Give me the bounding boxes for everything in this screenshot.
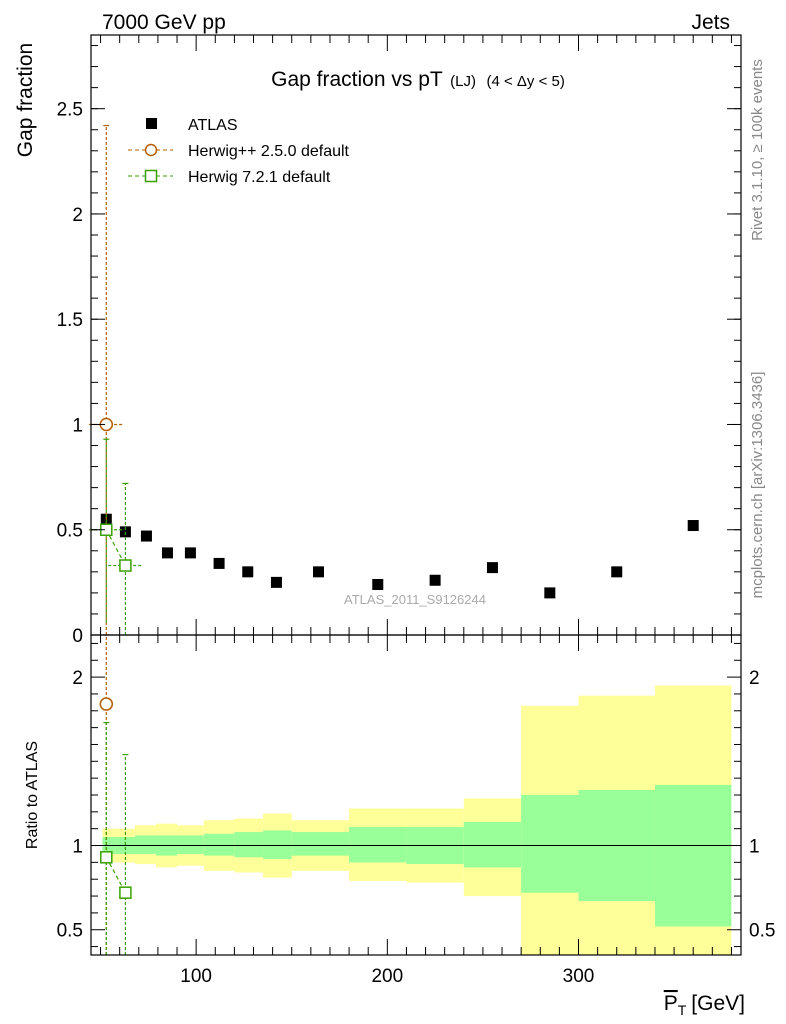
band-inner-bin xyxy=(349,827,407,863)
ratio-panel-content xyxy=(99,634,132,955)
band-inner-bin xyxy=(263,830,292,859)
main-ytick-label: 0.5 xyxy=(57,521,83,542)
axes: 0 0.5 1 1.5 2 2.5 0.5 0.5 1 1 2 2 100 200 300 xyxy=(57,34,775,987)
mc-point xyxy=(99,697,114,711)
atlas-data-point xyxy=(372,578,384,590)
atlas-data-point xyxy=(161,547,173,559)
atlas-data-point xyxy=(184,547,196,559)
mcplots-label: mcplots.cern.ch [arXiv:1306.3436] xyxy=(749,372,766,599)
legend-herwig7-marker xyxy=(144,169,158,183)
mc-point xyxy=(119,559,132,572)
ratio-ytick-label-right: 2 xyxy=(749,668,760,689)
atlas-data-point xyxy=(486,562,498,574)
atlas-data-point xyxy=(313,566,324,578)
ratio-ytick-label-right: 1 xyxy=(749,837,760,858)
main-ytick-label: 2.5 xyxy=(57,100,83,121)
band-inner-bin xyxy=(203,833,235,856)
atlas-data-point xyxy=(140,530,152,542)
main-panel-content xyxy=(89,124,699,635)
band-inner-bin xyxy=(521,795,579,893)
xtick-label: 200 xyxy=(371,966,403,987)
band-inner-bin xyxy=(463,821,522,868)
band-inner-bin xyxy=(234,832,264,858)
atlas-data-point xyxy=(119,526,131,538)
analysis-watermark: ATLAS_2011_S9126244 xyxy=(344,592,486,607)
legend-atlas-label: ATLAS xyxy=(188,117,238,134)
xtick-label: 100 xyxy=(180,966,212,987)
rivet-label: Rivet 3.1.10, ≥ 100k events xyxy=(749,59,766,241)
atlas-data-point xyxy=(429,574,441,586)
legend: ATLAS Herwig++ 2.5.0 default Herwig 7.2.… xyxy=(128,117,350,186)
atlas-data-point xyxy=(270,576,282,588)
atlas-data-point xyxy=(242,566,254,578)
ratio-ytick-label: 0.5 xyxy=(57,921,83,942)
main-ylabel: Gap fraction xyxy=(14,43,37,157)
legend-herwigpp-marker xyxy=(144,143,158,157)
header-left: 7000 GeV pp xyxy=(102,11,226,34)
legend-atlas-marker xyxy=(146,118,157,129)
header-right: Jets xyxy=(691,11,730,34)
atlas-data-point xyxy=(611,566,623,578)
band-inner-bin xyxy=(654,784,732,927)
band-inner-bin xyxy=(291,832,350,856)
atlas-data-point xyxy=(213,557,225,569)
ratio-uncertainty-bands xyxy=(91,685,741,955)
main-title: Gap fraction vs pT (LJ) (4 < Δy < 5) xyxy=(271,68,565,91)
ratio-ytick-label-right: 0.5 xyxy=(749,921,775,942)
legend-herwig7-label: Herwig 7.2.1 default xyxy=(188,169,331,186)
band-inner-bin xyxy=(134,835,156,854)
main-ytick-label: 0 xyxy=(72,626,83,647)
xtick-label: 300 xyxy=(563,966,595,987)
x-axis-label: PT [GeV] xyxy=(664,992,745,1018)
band-inner-bin xyxy=(177,835,204,854)
ratio-ytick-label: 2 xyxy=(72,668,83,689)
legend-herwigpp-label: Herwig++ 2.5.0 default xyxy=(188,143,350,160)
main-ytick-label: 1 xyxy=(72,415,83,436)
ratio-ytick-label: 1 xyxy=(72,837,83,858)
atlas-data-point xyxy=(544,587,556,599)
atlas-data-point xyxy=(687,520,699,532)
mc-point xyxy=(100,851,113,864)
main-ytick-label: 2 xyxy=(72,205,83,226)
mc-point xyxy=(119,886,132,899)
ratio-ylabel: Ratio to ATLAS xyxy=(24,741,41,849)
main-ytick-label: 1.5 xyxy=(57,310,83,331)
